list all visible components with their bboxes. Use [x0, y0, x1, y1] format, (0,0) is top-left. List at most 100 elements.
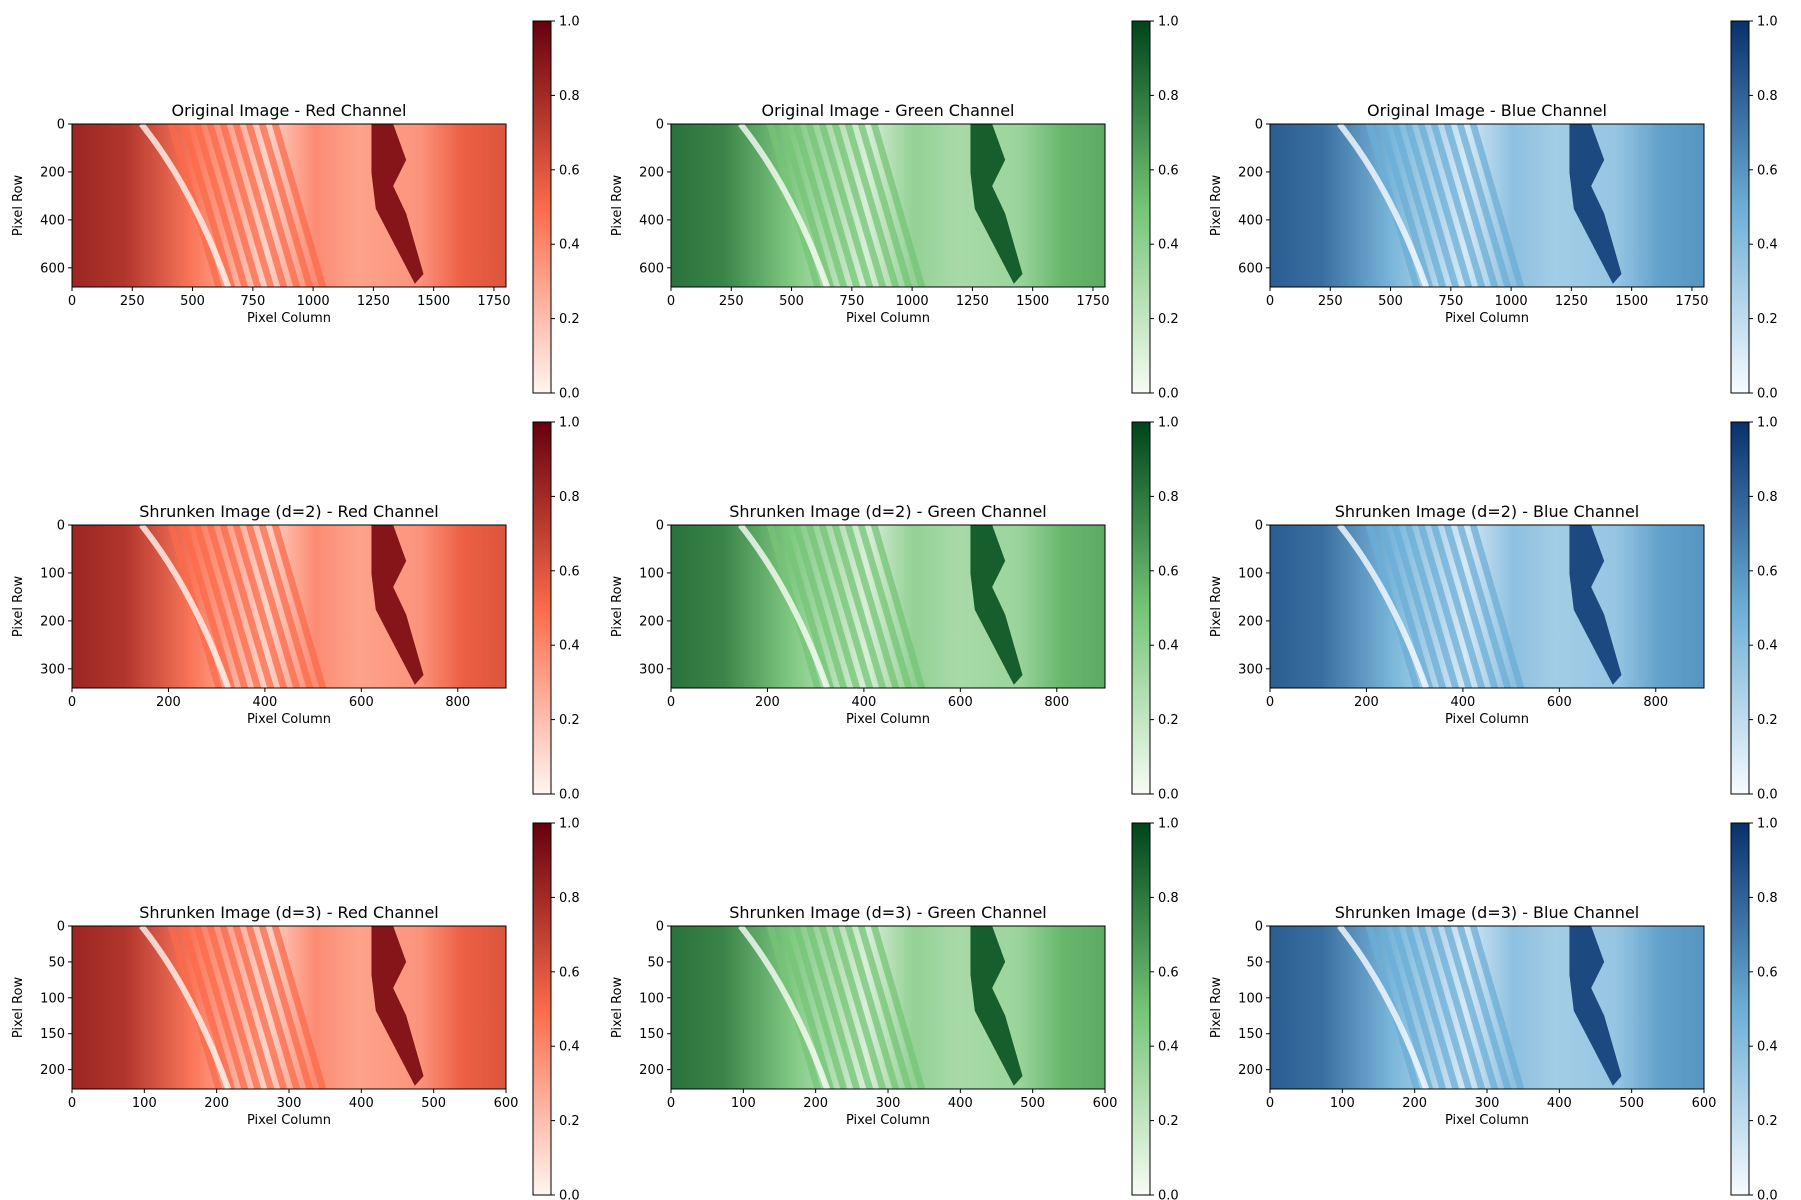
- x-tick-label: 1000: [1495, 294, 1528, 309]
- y-tick-label: 200: [1238, 165, 1263, 180]
- y-axis-label: Pixel Row: [1209, 977, 1224, 1039]
- subplot-title: Shrunken Image (d=3) - Green Channel: [729, 903, 1047, 922]
- axes-frame: [71, 524, 507, 689]
- stripe: [844, 926, 900, 1089]
- x-tick-label: 400: [851, 695, 876, 710]
- subplot-title: Shrunken Image (d=3) - Red Channel: [139, 903, 438, 922]
- x-tick-label: 300: [1475, 1096, 1500, 1111]
- y-tick-label: 0: [1255, 519, 1263, 534]
- colorbar: 0.0 0.2 0.4 0.6 0.8 1.0: [1730, 15, 1778, 402]
- subplot-title: Shrunken Image (d=2) - Red Channel: [139, 502, 438, 521]
- x-tick-label: 400: [948, 1096, 973, 1111]
- stripe: [219, 926, 275, 1089]
- stripe: [1443, 926, 1499, 1089]
- x-tick-label: 0: [667, 695, 675, 710]
- subplot-3: Original Image - Blue Channel 0 250 500 750 1…: [1209, 15, 1778, 402]
- x-tick-label: 400: [252, 695, 277, 710]
- colorbar-tick-label: 1.0: [1158, 15, 1179, 30]
- stripe: [1378, 525, 1434, 688]
- x-tick-label: 750: [1438, 294, 1463, 309]
- stripe: [818, 525, 874, 688]
- x-tick-label: 1750: [1675, 294, 1708, 309]
- colorbar-tick-label: 1.0: [1757, 416, 1778, 431]
- stripe: [245, 926, 301, 1089]
- y-tick-label: 200: [40, 165, 65, 180]
- colorbar-tick-label: 0.6: [1158, 163, 1179, 178]
- colorbar-tick-label: 0.0: [1158, 788, 1179, 803]
- y-tick-label: 200: [1238, 614, 1263, 629]
- colorbar-gradient: [1730, 20, 1750, 394]
- colorbar-tick-label: 0.2: [1158, 713, 1179, 728]
- x-tick-label: 500: [1020, 1096, 1045, 1111]
- stripe: [1378, 124, 1434, 287]
- shadow-region: [371, 926, 424, 1086]
- y-tick-label: 150: [639, 1027, 664, 1042]
- stripe: [1391, 124, 1447, 287]
- x-axis-label: Pixel Column: [247, 712, 331, 727]
- stripe: [232, 124, 288, 287]
- colorbar: 0.0 0.2 0.4 0.6 0.8 1.0: [1730, 817, 1778, 1200]
- colorbar-tick-label: 0.4: [1158, 639, 1179, 654]
- stripe: [1404, 525, 1460, 688]
- x-axis-label: Pixel Column: [846, 1113, 930, 1128]
- x-tick-label: 1000: [297, 294, 330, 309]
- colorbar-tick-label: 0.8: [1158, 891, 1179, 906]
- heatmap-image: [1270, 525, 1704, 688]
- colorbar-tick-label: 0.2: [1757, 713, 1778, 728]
- colorbar-tick-label: 0.0: [1757, 788, 1778, 803]
- x-tick-label: 200: [803, 1096, 828, 1111]
- stripe: [206, 124, 262, 287]
- y-tick-label: 0: [656, 920, 664, 935]
- stripe: [844, 525, 900, 688]
- y-tick-label: 600: [1238, 261, 1263, 276]
- stripe: [1417, 525, 1473, 688]
- subplot-title: Original Image - Red Channel: [172, 101, 407, 120]
- colorbar-gradient: [532, 421, 552, 795]
- stripe: [1430, 926, 1486, 1089]
- x-tick-label: 400: [1547, 1096, 1572, 1111]
- stripe: [1391, 525, 1447, 688]
- y-axis-label: Pixel Row: [610, 175, 625, 237]
- colorbar-gradient: [1730, 822, 1750, 1196]
- stripe: [1404, 926, 1460, 1089]
- y-tick-label: 300: [639, 662, 664, 677]
- x-tick-label: 1500: [1016, 294, 1049, 309]
- x-tick-label: 750: [240, 294, 265, 309]
- stripe: [857, 525, 913, 688]
- colorbar-tick-label: 0.4: [1158, 238, 1179, 253]
- y-tick-label: 0: [57, 118, 65, 133]
- stripe: [805, 525, 861, 688]
- y-tick-label: 100: [1238, 991, 1263, 1006]
- x-axis-label: Pixel Column: [247, 311, 331, 326]
- stripe: [805, 124, 861, 287]
- x-tick-label: 0: [68, 1096, 76, 1111]
- x-tick-label: 100: [1330, 1096, 1355, 1111]
- colorbar-tick-label: 0.4: [1158, 1040, 1179, 1055]
- y-tick-label: 400: [40, 213, 65, 228]
- y-tick-label: 100: [40, 991, 65, 1006]
- stripe: [258, 124, 314, 287]
- heatmap-image: [1270, 124, 1704, 287]
- stripe: [818, 124, 874, 287]
- colorbar: 0.0 0.2 0.4 0.6 0.8 1.0: [1131, 817, 1179, 1200]
- colorbar-tick-label: 0.2: [1158, 1114, 1179, 1129]
- stripe: [1469, 124, 1525, 287]
- x-tick-label: 200: [755, 695, 780, 710]
- colorbar-tick-label: 1.0: [1158, 416, 1179, 431]
- stripe: [245, 525, 301, 688]
- y-tick-label: 400: [639, 213, 664, 228]
- colorbar-gradient: [532, 822, 552, 1196]
- stripe: [870, 124, 926, 287]
- colorbar: 0.0 0.2 0.4 0.6 0.8 1.0: [1131, 416, 1179, 803]
- axes-frame: [1269, 524, 1705, 689]
- colorbar-tick-label: 1.0: [1158, 817, 1179, 832]
- stripe: [258, 525, 314, 688]
- y-tick-label: 400: [1238, 213, 1263, 228]
- subplot-title: Shrunken Image (d=3) - Blue Channel: [1335, 903, 1639, 922]
- y-tick-label: 100: [639, 566, 664, 581]
- stripe: [258, 926, 314, 1089]
- subplot-9: Shrunken Image (d=3) - Blue Channel 0 100 2…: [1209, 817, 1778, 1200]
- x-tick-label: 300: [277, 1096, 302, 1111]
- x-tick-label: 500: [421, 1096, 446, 1111]
